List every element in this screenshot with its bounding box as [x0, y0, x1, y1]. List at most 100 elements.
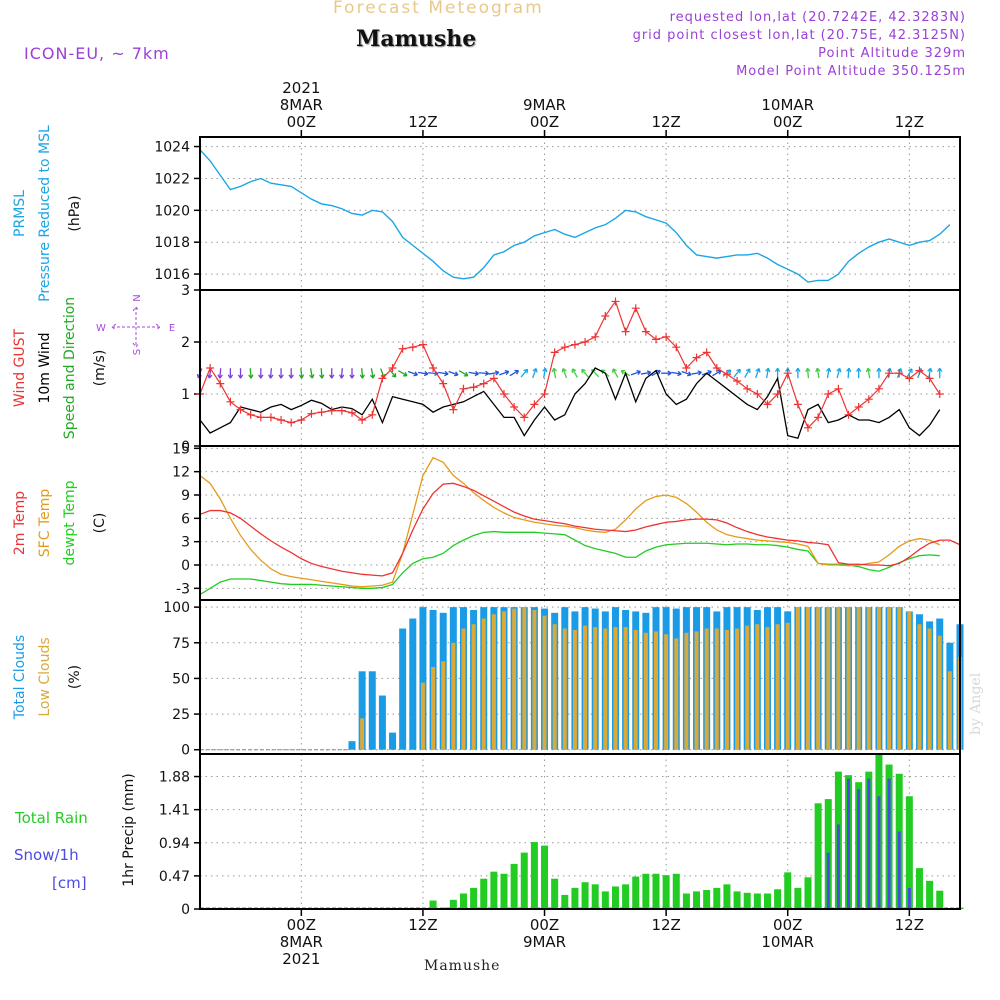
rain-bar	[753, 893, 761, 909]
gust-marker	[449, 405, 458, 414]
low-cloud-bar	[532, 609, 537, 750]
rain-bar	[591, 884, 599, 909]
y-tick-label: 75	[172, 636, 190, 652]
rain-bar	[530, 842, 538, 909]
low-cloud-bar	[765, 627, 770, 750]
rain-bar	[723, 884, 731, 909]
rain-bar	[713, 887, 721, 909]
rain-bar	[743, 892, 751, 909]
panel-label: dewpt Temp	[62, 480, 78, 565]
gust-marker	[722, 370, 731, 379]
compass-arms	[111, 306, 161, 348]
top-time-label: 8MAR	[280, 96, 323, 114]
gust-marker	[246, 410, 255, 419]
gust-marker	[915, 366, 924, 375]
snow-bar	[847, 778, 851, 909]
wind-arrow-head	[815, 368, 818, 373]
gust-marker	[935, 390, 944, 398]
wind-arrow-shaft	[249, 368, 252, 379]
low-cloud-bar	[552, 624, 557, 750]
gust-marker	[692, 353, 701, 362]
top-time-label: 12Z	[895, 113, 924, 131]
rain-bar	[642, 873, 650, 909]
wind-arrow-shaft	[744, 368, 751, 378]
wind-direction-arrow	[681, 370, 692, 377]
low-cloud-bar	[613, 627, 618, 750]
panel-label: Total Rain	[14, 809, 88, 827]
wind-arrow-shaft	[219, 368, 222, 379]
panel-label: Wind GUST	[12, 328, 28, 407]
panel-label: SFC Temp	[37, 489, 53, 558]
wind-arrow-shaft	[398, 370, 408, 377]
wind-direction-arrow	[520, 368, 529, 378]
wind-arrow-head	[280, 374, 284, 379]
snow-bar	[826, 852, 830, 909]
wind-arrow-head	[907, 368, 913, 372]
wind-arrow-head	[846, 367, 850, 372]
gust-marker	[844, 410, 853, 419]
y-tick-label: 3	[181, 283, 190, 299]
gust-marker	[408, 343, 417, 352]
gust-marker	[317, 408, 326, 417]
wind-arrow-head	[551, 368, 555, 373]
y-tick-label: 0	[181, 902, 190, 918]
gust-marker	[550, 348, 559, 357]
gust-marker	[793, 400, 802, 409]
wind-arrow-shaft	[417, 371, 428, 375]
wind-direction-arrow	[651, 369, 661, 377]
wind-arrow-head	[394, 372, 397, 378]
gust-marker	[895, 369, 904, 378]
rain-bar	[611, 886, 619, 909]
gust-marker	[702, 348, 711, 357]
wind-arrow-head	[688, 371, 692, 376]
low-cloud-bar	[643, 632, 648, 750]
low-cloud-bar	[724, 629, 729, 750]
wind-arrow-head	[250, 374, 254, 379]
wind-arrow-head	[745, 368, 751, 372]
low-cloud-bar	[927, 628, 932, 750]
gust-marker	[672, 343, 681, 352]
wind-arrow-shaft	[370, 368, 374, 379]
snow-bar	[836, 824, 840, 909]
panel-label: Snow/1h	[14, 846, 79, 864]
y-tick-label: 9	[181, 488, 190, 504]
total-cloud-bar	[348, 741, 356, 750]
gust-marker	[581, 338, 590, 346]
panel-precip: 0 0.47 0.94 1.41 1.88 Total Rain Snow/1h [cm] 1h…	[14, 753, 964, 918]
wind-direction-arrow	[227, 368, 234, 379]
bottom-time-label: 00Z	[287, 916, 316, 934]
panel-clouds: 0 25 50 75 100 Total Clouds Low Clouds (%)	[12, 599, 964, 759]
low-cloud-bar	[512, 608, 517, 750]
wind-direction-arrow	[298, 368, 305, 379]
rain-bar	[510, 863, 518, 909]
wind-arrow-head	[504, 369, 509, 373]
rain-bar	[662, 875, 670, 909]
wind-direction-arrow	[571, 368, 578, 378]
y-tick-label: 12	[172, 465, 190, 481]
rain-bar	[561, 894, 569, 909]
low-cloud-bar	[937, 635, 942, 750]
wind-arrow-head	[372, 374, 376, 379]
wind-arrow-head	[855, 367, 860, 372]
wind-arrow-shaft	[468, 371, 479, 375]
y-tick-label: 0	[181, 743, 190, 759]
bottom-time-label: 12Z	[895, 916, 924, 934]
point-altitude: Point Altitude 329m	[818, 46, 966, 61]
gust-marker	[469, 383, 478, 392]
gust-marker	[398, 344, 407, 353]
wind-arrow-shaft	[300, 368, 303, 379]
y-tick-label: 15	[172, 441, 190, 457]
gust-marker	[591, 332, 600, 341]
gust-marker	[743, 384, 752, 393]
total-cloud-bar	[368, 671, 376, 750]
wind-arrow-shaft	[478, 372, 489, 375]
gust-marker	[611, 297, 620, 306]
wind-direction-arrow	[468, 370, 479, 377]
top-time-label: 2021	[282, 79, 320, 97]
gust-marker	[479, 379, 488, 388]
gust-marker	[388, 364, 397, 372]
wind-arrow-shaft	[826, 368, 830, 379]
wind-arrow-shaft	[488, 371, 499, 375]
gust-marker	[763, 400, 772, 409]
gust-marker	[885, 369, 894, 378]
